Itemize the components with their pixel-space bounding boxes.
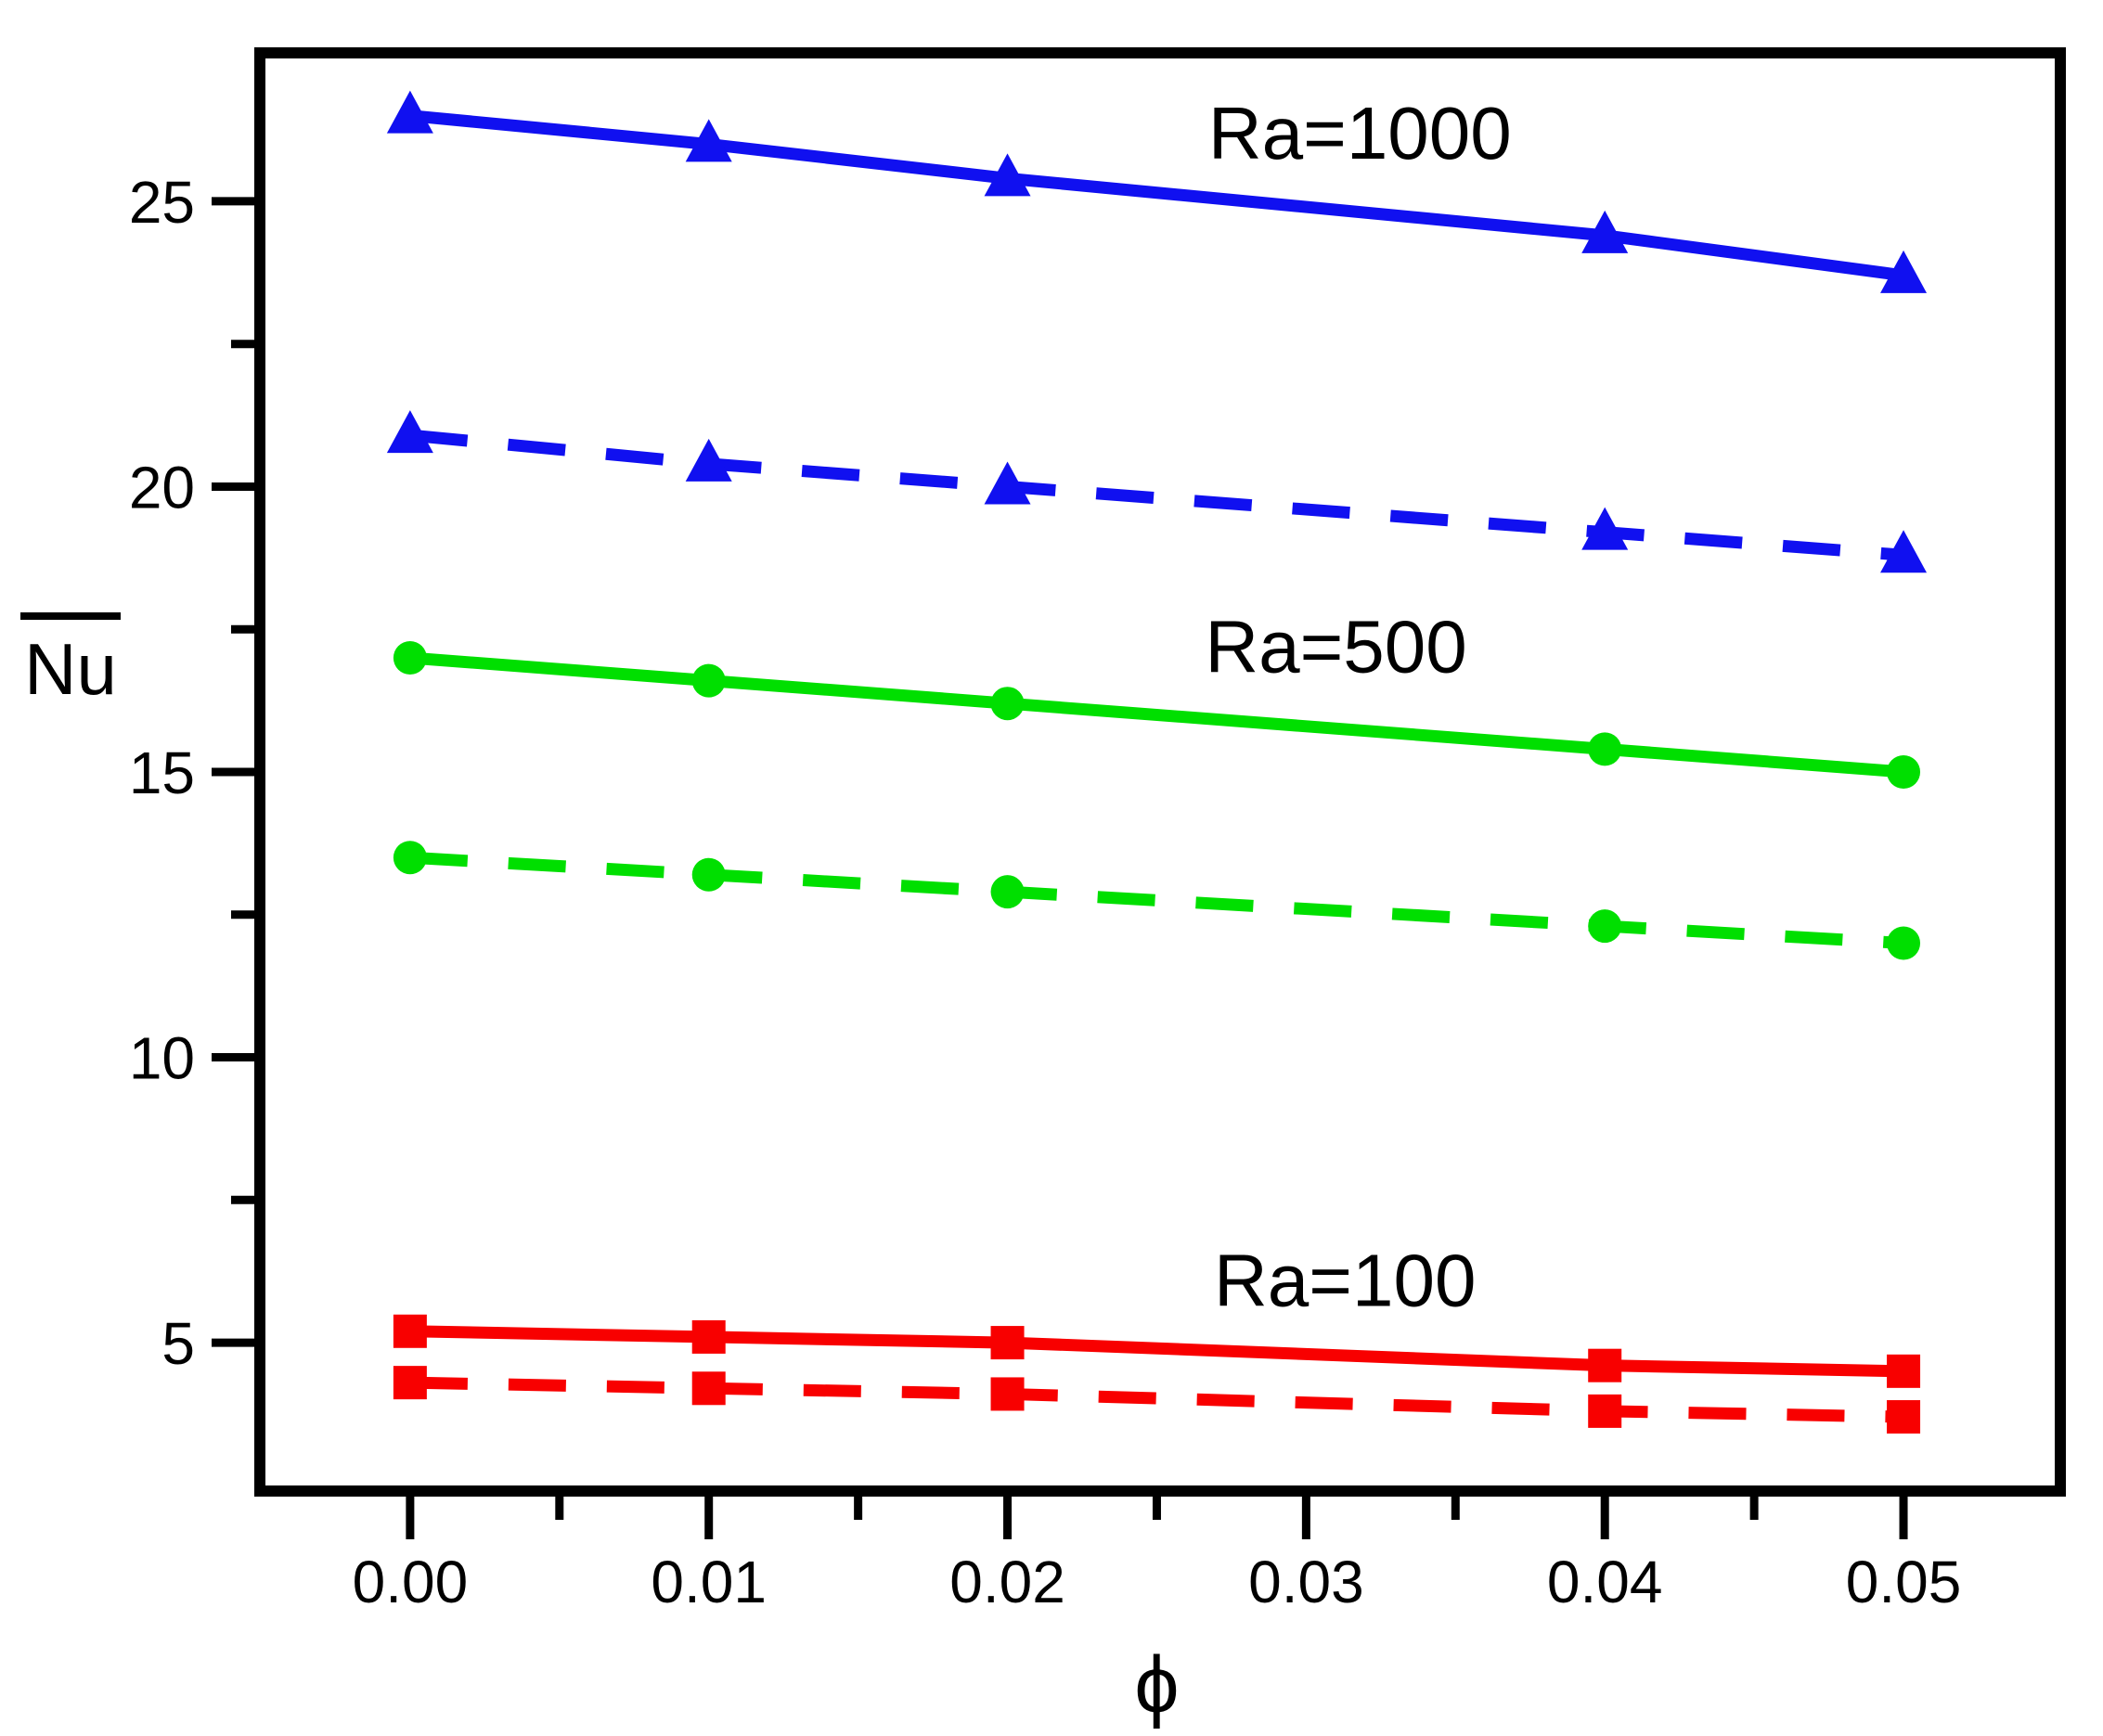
data-point-marker bbox=[1581, 507, 1629, 550]
data-point-marker bbox=[386, 90, 433, 134]
data-point-marker bbox=[1588, 732, 1622, 766]
data-point-marker bbox=[1588, 1394, 1622, 1428]
x-tick-label: 0.03 bbox=[1248, 1549, 1364, 1615]
data-point-marker bbox=[1581, 210, 1629, 253]
series-ra-1000-solid bbox=[386, 90, 1928, 293]
data-point-marker bbox=[1887, 926, 1921, 960]
series-ra-100-dashed bbox=[393, 1366, 1921, 1434]
data-point-marker bbox=[691, 663, 726, 698]
data-point-marker bbox=[1887, 755, 1921, 789]
data-point-marker bbox=[691, 857, 726, 892]
y-tick-label: 10 bbox=[129, 1025, 195, 1092]
series-ra-1000-dashed bbox=[386, 410, 1928, 573]
x-tick-label: 0.02 bbox=[949, 1549, 1065, 1615]
x-tick-label: 0.05 bbox=[1846, 1549, 1962, 1615]
y-axis-title: Nu bbox=[24, 628, 117, 710]
y-axis: 5 10 15 20 25 bbox=[129, 169, 254, 1377]
annotation-ra-1000: Ra=1000 bbox=[1208, 92, 1512, 174]
data-point-marker bbox=[685, 119, 732, 162]
data-point-marker bbox=[990, 1326, 1025, 1360]
data-point-marker bbox=[1887, 1400, 1921, 1434]
series-line bbox=[409, 651, 1904, 778]
data-point-marker bbox=[1588, 909, 1622, 944]
plot-frame bbox=[254, 47, 2066, 1497]
data-point-marker bbox=[691, 1371, 726, 1406]
y-tick-label: 20 bbox=[129, 454, 195, 521]
data-point-marker bbox=[990, 687, 1025, 721]
x-tick-label: 0.00 bbox=[353, 1549, 469, 1615]
series-line bbox=[409, 109, 1904, 282]
data-point-marker bbox=[984, 153, 1031, 197]
data-point-marker bbox=[685, 438, 732, 482]
data-point-marker bbox=[393, 841, 427, 875]
data-point-marker bbox=[1880, 250, 1928, 293]
data-point-marker bbox=[393, 1314, 427, 1348]
series-ra-100-solid bbox=[393, 1314, 1921, 1388]
series-line bbox=[409, 1376, 1904, 1423]
annotation-ra-500: Ra=500 bbox=[1205, 606, 1466, 688]
data-point-marker bbox=[1887, 1354, 1921, 1388]
data-point-marker bbox=[691, 1319, 726, 1354]
series-ra-500-solid bbox=[393, 640, 1921, 789]
series-line bbox=[409, 429, 1904, 561]
x-axis-title: ϕ bbox=[1134, 1640, 1179, 1730]
annotation-ra-100: Ra=100 bbox=[1214, 1239, 1476, 1321]
data-point-marker bbox=[1880, 530, 1928, 573]
series-ra-500-dashed bbox=[393, 841, 1921, 960]
data-point-marker bbox=[386, 410, 433, 454]
y-tick-label: 25 bbox=[129, 169, 195, 236]
series-line bbox=[409, 851, 1904, 950]
data-point-marker bbox=[990, 875, 1025, 909]
x-tick-label: 0.04 bbox=[1547, 1549, 1663, 1615]
data-point-marker bbox=[984, 461, 1031, 505]
data-point-marker bbox=[393, 640, 427, 675]
y-tick-label: 5 bbox=[161, 1310, 195, 1377]
x-tick-label: 0.01 bbox=[651, 1549, 767, 1615]
x-axis: 0.00 0.01 0.02 0.03 0.04 0.05 bbox=[353, 1497, 1962, 1615]
data-point-marker bbox=[1588, 1348, 1622, 1382]
data-point-marker bbox=[990, 1377, 1025, 1411]
y-tick-label: 15 bbox=[129, 739, 195, 806]
series-line bbox=[409, 1325, 1904, 1378]
data-point-marker bbox=[393, 1366, 427, 1400]
